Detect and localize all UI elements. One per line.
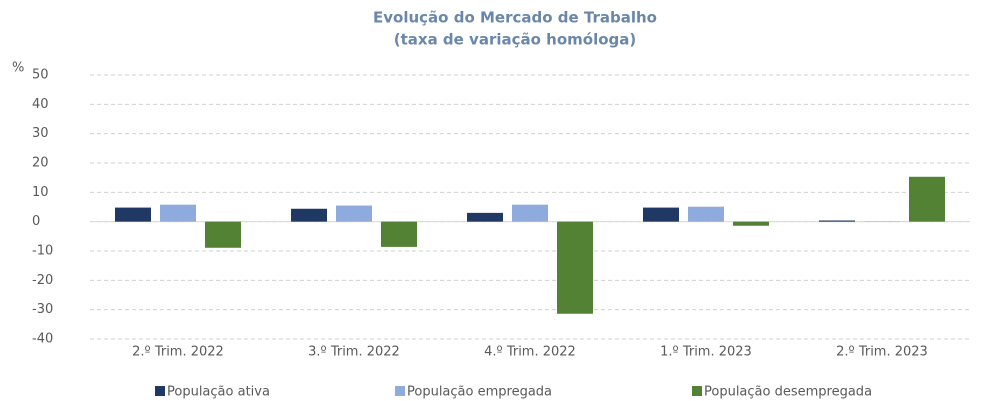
bar (557, 221, 593, 314)
bar (291, 208, 327, 222)
legend-swatch (155, 386, 165, 396)
bar (909, 176, 945, 222)
bar (115, 207, 151, 222)
y-tick-label: 30 (32, 126, 49, 141)
y-axis-label: % (12, 61, 24, 76)
bar (512, 204, 548, 222)
legend-label: População ativa (167, 385, 270, 400)
y-tick-label: 50 (32, 68, 49, 83)
x-tick-label: 1.º Trim. 2023 (660, 345, 752, 360)
y-tick-label: 10 (32, 185, 49, 200)
bar (205, 221, 241, 248)
legend-swatch (395, 386, 405, 396)
bar (819, 220, 855, 222)
legend-label: População empregada (407, 385, 552, 400)
y-tick-label: 0 (32, 214, 40, 229)
x-tick-label: 2.º Trim. 2023 (836, 345, 928, 360)
bar (336, 205, 372, 222)
y-tick-label: 20 (32, 156, 49, 171)
y-tick-label: 40 (32, 97, 49, 112)
y-tick-label: -30 (32, 302, 53, 317)
chart-title: Evolução do Mercado de Trabalho (373, 9, 657, 27)
x-tick-label: 4.º Trim. 2022 (484, 345, 576, 360)
x-tick-label: 3.º Trim. 2022 (308, 345, 400, 360)
y-tick-label: -40 (32, 332, 53, 347)
bar (688, 206, 724, 222)
y-tick-label: -20 (32, 273, 53, 288)
y-tick-label: -10 (32, 244, 53, 259)
bar (381, 221, 417, 247)
legend-label: População desempregada (704, 385, 872, 400)
chart-subtitle: (taxa de variação homóloga) (394, 31, 636, 49)
x-tick-label: 2.º Trim. 2022 (132, 345, 224, 360)
bar (160, 204, 196, 222)
bar (467, 212, 503, 222)
legend-swatch (692, 386, 702, 396)
bar (643, 207, 679, 222)
bar (733, 221, 769, 226)
